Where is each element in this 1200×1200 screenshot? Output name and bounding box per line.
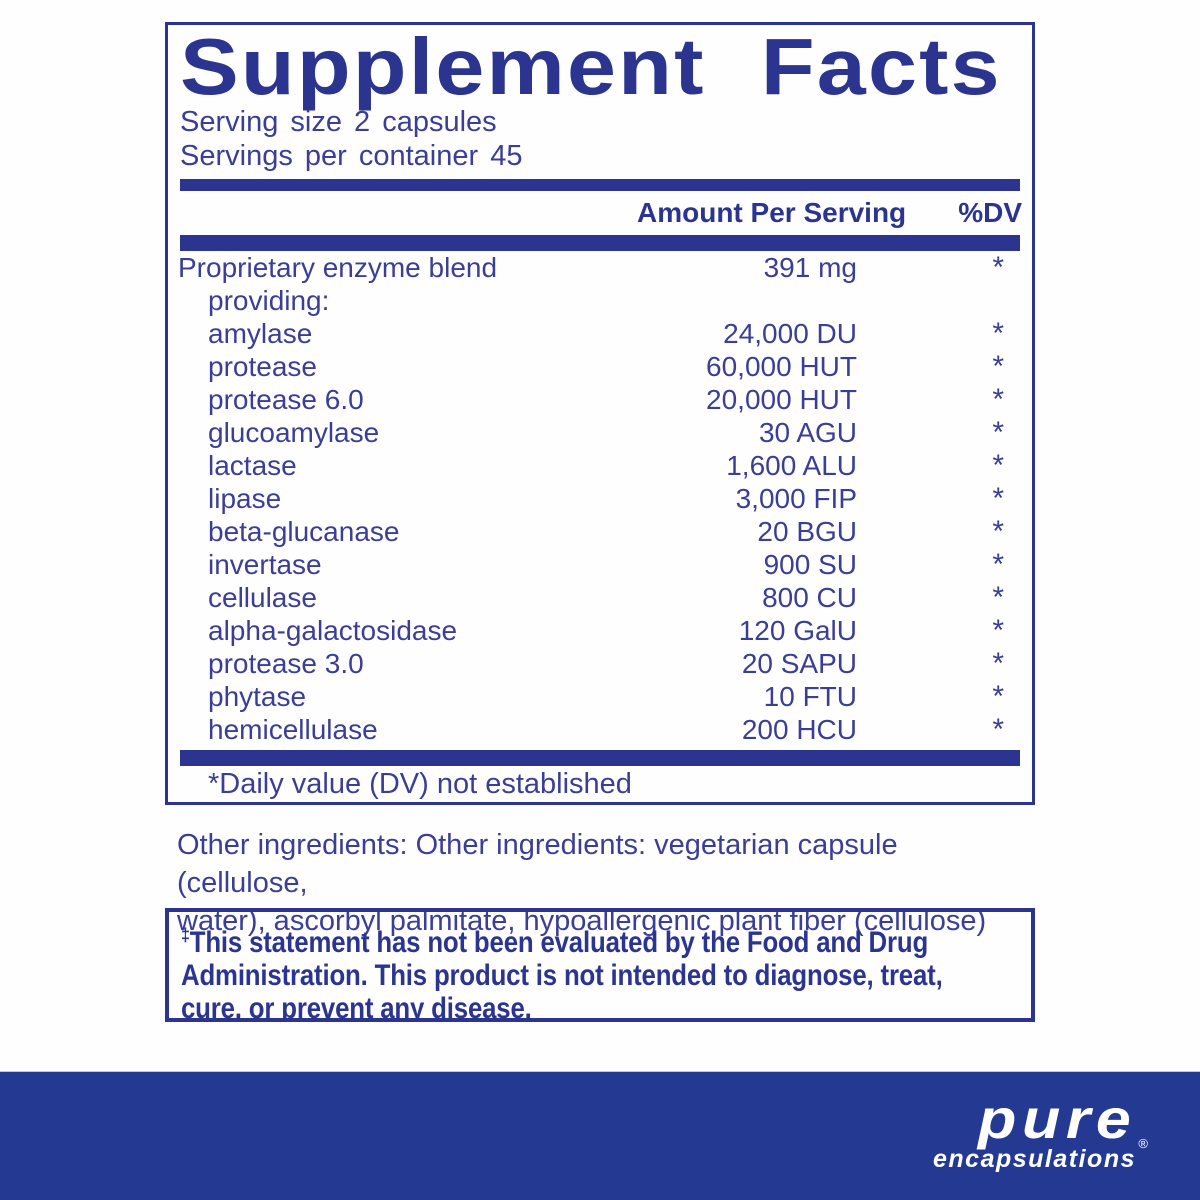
ingredient-dv: * xyxy=(992,680,1004,713)
ingredient-amount: 20,000 HUT xyxy=(706,384,857,415)
ingredient-dv: * xyxy=(992,251,1004,284)
ingredient-amount: 24,000 DU xyxy=(723,318,857,349)
ingredient-dv: * xyxy=(992,515,1004,548)
table-row: cellulase 800 CU * xyxy=(178,581,1022,614)
table-row: providing: xyxy=(178,284,1022,317)
ingredient-dv: * xyxy=(992,317,1004,350)
logo-wordmark-pure: pure xyxy=(977,1087,1136,1150)
ingredient-name: lipase xyxy=(208,483,282,514)
table-header-row: Amount Per Serving %DV xyxy=(178,191,1022,235)
amount-per-serving-header: Amount Per Serving xyxy=(637,197,907,228)
ingredient-dv: * xyxy=(992,482,1004,515)
serving-size-line: Serving size 2 capsules xyxy=(180,106,497,138)
ingredient-name: protease xyxy=(208,351,317,382)
ingredient-dv: * xyxy=(992,548,1004,581)
divider-bar-header xyxy=(180,235,1020,251)
ingredient-amount: 900 SU xyxy=(763,549,857,580)
table-row: Proprietary enzyme blend 391 mg * xyxy=(178,251,1022,284)
ingredient-name: amylase xyxy=(208,318,313,349)
disclaimer-line-1-text: This statement has not been evaluated by… xyxy=(189,926,929,959)
ingredient-dv: * xyxy=(992,581,1004,614)
ingredient-name: cellulase xyxy=(208,582,317,613)
ingredient-amount: 120 GalU xyxy=(738,615,857,646)
disclaimer-line-2: Administration. This product is not inte… xyxy=(181,959,943,992)
servings-per-container-line: Servings per container 45 xyxy=(180,140,523,172)
ingredient-amount: 20 SAPU xyxy=(741,648,857,679)
disclaimer-line-1: ‡This statement has not been evaluated b… xyxy=(181,918,928,959)
ingredient-name: lactase xyxy=(208,450,297,481)
table-row: alpha-galactosidase 120 GalU * xyxy=(178,614,1022,647)
ingredient-dv: * xyxy=(992,614,1004,647)
ingredient-name: invertase xyxy=(208,549,322,580)
ingredient-dv: * xyxy=(992,350,1004,383)
table-row: protease 6.0 20,000 HUT * xyxy=(178,383,1022,416)
double-dagger-mark: ‡ xyxy=(181,924,190,945)
table-row: phytase 10 FTU * xyxy=(178,680,1022,713)
ingredient-dv: * xyxy=(992,713,1004,746)
table-row: hemicellulase 200 HCU * xyxy=(178,713,1022,746)
ingredient-amount: 30 AGU xyxy=(758,417,857,448)
percent-dv-header: %DV xyxy=(958,197,1022,228)
other-ingredients-line-1: Other ingredients: Other ingredients: ve… xyxy=(177,829,898,899)
table-row: glucoamylase 30 AGU * xyxy=(178,416,1022,449)
ingredient-dv: * xyxy=(992,416,1004,449)
pure-encapsulations-logo: pure encapsulations ® xyxy=(933,1087,1148,1173)
ingredient-dv: * xyxy=(992,383,1004,416)
ingredient-name: providing: xyxy=(208,284,330,316)
supplement-facts-title: Supplement Facts xyxy=(180,22,1002,111)
ingredient-name: glucoamylase xyxy=(208,417,380,448)
fda-disclaimer-box: ‡This statement has not been evaluated b… xyxy=(165,908,1035,1022)
table-row: lipase 3,000 FIP * xyxy=(178,482,1022,515)
table-row: amylase 24,000 DU * xyxy=(178,317,1022,350)
ingredient-name: beta-glucanase xyxy=(208,516,400,547)
ingredient-dv: * xyxy=(992,647,1004,680)
dv-footnote: *Daily value (DV) not established xyxy=(208,768,632,800)
logo-wordmark-encapsulations: encapsulations xyxy=(933,1145,1136,1173)
ingredient-amount: 200 HCU xyxy=(741,714,857,745)
ingredient-rows: Proprietary enzyme blend 391 mg * providing… xyxy=(178,251,1022,746)
ingredient-name: hemicellulase xyxy=(208,714,378,745)
logo-subname-wrap: encapsulations ® xyxy=(933,1136,1148,1173)
ingredient-amount: 10 FTU xyxy=(763,681,857,712)
ingredient-amount: 1,600 ALU xyxy=(726,450,857,481)
ingredient-name: protease 6.0 xyxy=(208,384,364,415)
ingredient-amount: 800 CU xyxy=(762,582,857,613)
table-row: protease 60,000 HUT * xyxy=(178,350,1022,383)
table-row: beta-glucanase 20 BGU * xyxy=(178,515,1022,548)
ingredient-amount: 60,000 HUT xyxy=(706,351,857,382)
ingredient-name: Proprietary enzyme blend xyxy=(178,252,498,283)
ingredient-name: phytase xyxy=(208,681,307,712)
supplement-facts-panel: Supplement Facts Serving size 2 capsules… xyxy=(165,22,1035,805)
divider-bar-bottom xyxy=(180,750,1020,766)
table-row: protease 3.0 20 SAPU * xyxy=(178,647,1022,680)
divider-bar-top xyxy=(180,179,1020,191)
ingredient-name: alpha-galactosidase xyxy=(208,615,458,646)
table-row: invertase 900 SU * xyxy=(178,548,1022,581)
ingredient-amount: 20 BGU xyxy=(757,516,857,547)
brand-band: pure encapsulations ® xyxy=(0,1071,1200,1200)
registered-trademark-icon: ® xyxy=(1138,1136,1148,1151)
disclaimer-line-3: cure, or prevent any disease. xyxy=(181,992,532,1022)
ingredient-name: protease 3.0 xyxy=(208,648,364,679)
ingredient-amount: 391 mg xyxy=(763,252,857,283)
ingredient-dv: * xyxy=(992,449,1004,482)
table-row: lactase 1,600 ALU * xyxy=(178,449,1022,482)
ingredient-amount: 3,000 FIP xyxy=(735,483,857,514)
